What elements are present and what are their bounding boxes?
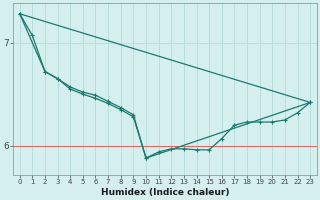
X-axis label: Humidex (Indice chaleur): Humidex (Indice chaleur): [101, 188, 229, 197]
